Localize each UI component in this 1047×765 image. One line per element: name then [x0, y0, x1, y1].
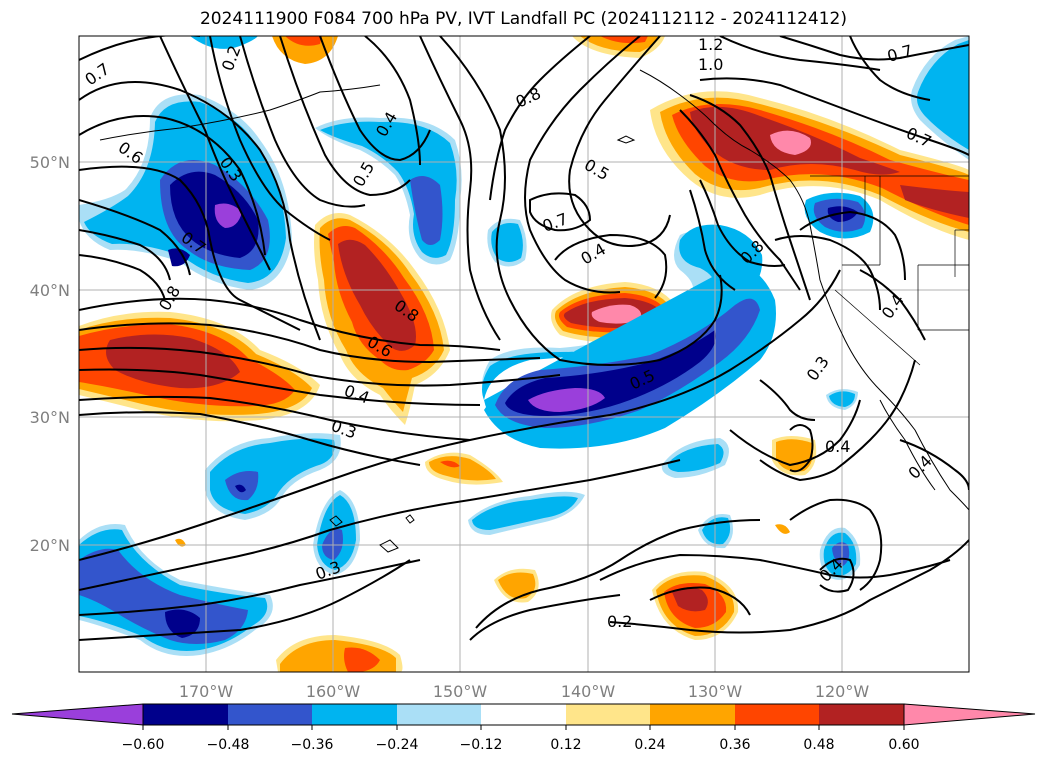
- ivt-contours: [79, 36, 969, 641]
- pv-positive-region: [338, 239, 416, 351]
- map-frame: [78, 35, 970, 673]
- colorbar-tick-label: −0.60: [122, 737, 165, 753]
- lon-label: 150°W: [433, 682, 488, 701]
- contour-label: 0.4: [825, 437, 850, 456]
- graticule: [79, 36, 969, 672]
- pv-anomaly-shading: [79, 36, 969, 672]
- pv-negative-region: [214, 203, 242, 228]
- colorbar-segment: [819, 704, 904, 725]
- coastlines: [99, 69, 969, 553]
- contour-label: 0.2: [607, 612, 632, 631]
- pv-negative-region: [165, 609, 200, 638]
- lon-label: 140°W: [561, 682, 616, 701]
- pv-positive-region: [498, 572, 536, 599]
- colorbar-segment: [650, 704, 735, 725]
- pv-positive-region: [600, 36, 648, 44]
- colorbar: −0.60 −0.48 −0.36 −0.24 −0.12 0.12 0.24 …: [11, 703, 1036, 753]
- colorbar-segment: [143, 704, 228, 725]
- colorbar-tick-label: −0.12: [460, 737, 503, 753]
- lon-label: 170°W: [179, 682, 234, 701]
- lat-label: 40°N: [30, 281, 70, 300]
- pv-positive-region: [272, 36, 338, 64]
- pv-positive-region: [344, 647, 380, 672]
- colorbar-tick-label: −0.24: [376, 737, 419, 753]
- pv-negative-region: [410, 176, 443, 245]
- colorbar-tick-label: 0.60: [888, 737, 919, 753]
- colorbar-segment: [397, 704, 481, 725]
- colorbar-extend-high: [903, 703, 1036, 726]
- pv-negative-region: [528, 388, 605, 412]
- colorbar-extend-low: [11, 703, 144, 726]
- contour-label: 1.0: [698, 55, 723, 74]
- longitude-labels: 170°W 160°W 150°W 140°W 130°W 120°W: [179, 682, 870, 701]
- lon-label: 130°W: [688, 682, 743, 701]
- colorbar-outline: [142, 703, 905, 726]
- pv-negative-region: [491, 223, 523, 262]
- colorbar-segment: [481, 704, 566, 725]
- colorbar-tick-label: −0.48: [207, 737, 250, 753]
- colorbar-segment: [312, 704, 397, 725]
- pv-negative-region: [667, 444, 724, 472]
- pv-positive-region: [440, 460, 460, 468]
- lat-label: 50°N: [30, 153, 70, 172]
- colorbar-tick-label: 0.48: [803, 737, 834, 753]
- contour-label: 1.2: [698, 35, 723, 54]
- pv-negative-region: [235, 484, 246, 493]
- pv-positive-region: [672, 587, 708, 612]
- lat-label: 20°N: [30, 536, 70, 555]
- colorbar-segment: [566, 704, 650, 725]
- lon-label: 160°W: [306, 682, 361, 701]
- pv-negative-region: [472, 496, 578, 530]
- pv-positive-region: [285, 36, 322, 46]
- map-title: 2024111900 F084 700 hPa PV, IVT Landfall…: [199, 9, 847, 29]
- colorbar-tick-label: 0.24: [634, 737, 665, 753]
- pv-positive-region: [900, 185, 969, 218]
- colorbar-tick-label: 0.12: [550, 737, 581, 753]
- pv-positive-region: [775, 524, 790, 534]
- pv-negative-region: [916, 40, 969, 150]
- lon-label: 120°W: [815, 682, 870, 701]
- lat-label: 30°N: [30, 408, 70, 427]
- pv-negative-region: [168, 248, 190, 267]
- colorbar-segment: [228, 704, 312, 725]
- pv-positive-region: [591, 304, 642, 324]
- latitude-labels: 50°N 40°N 30°N 20°N: [30, 153, 70, 555]
- colorbar-tick-label: 0.36: [719, 737, 750, 753]
- pv-positive-region: [770, 130, 811, 155]
- colorbar-tick-label: −0.36: [291, 737, 334, 753]
- colorbar-segment: [735, 704, 819, 725]
- pv-negative-region: [827, 206, 858, 222]
